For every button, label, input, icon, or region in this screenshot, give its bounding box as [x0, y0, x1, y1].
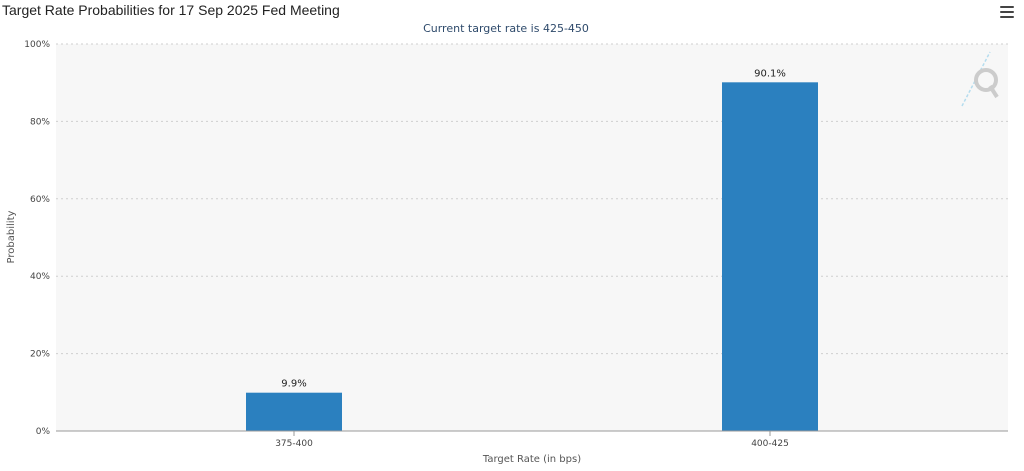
chart-title: Target Rate Probabilities for 17 Sep 202…	[2, 2, 340, 18]
x-tick-label: 375-400	[275, 439, 313, 449]
y-tick-label: 40%	[30, 272, 50, 282]
y-tick-label: 80%	[30, 117, 50, 127]
x-axis-ticks: 375-400 400-425	[275, 431, 789, 449]
y-tick-label: 0%	[36, 427, 51, 437]
bar-400-425[interactable]	[722, 82, 818, 432]
grid-lines	[56, 43, 1008, 355]
y-tick-label: 100%	[24, 40, 50, 50]
hamburger-menu-icon[interactable]	[1000, 6, 1014, 18]
y-axis-ticks: 0% 20% 40% 60% 80% 100%	[24, 40, 50, 437]
chart-subtitle: Current target rate is 425-450	[423, 22, 589, 35]
y-tick-label: 60%	[30, 195, 50, 205]
bars: 9.9% 90.1%	[246, 68, 818, 432]
x-tick-label: 400-425	[751, 439, 789, 449]
y-tick-label: 20%	[30, 350, 50, 360]
bar-data-label: 9.9%	[281, 379, 306, 390]
bar-375-400[interactable]	[246, 392, 342, 431]
x-axis-title: Target Rate (in bps)	[482, 454, 581, 465]
q-logo-icon	[961, 51, 999, 107]
y-axis-title: Probability	[6, 210, 17, 263]
bar-data-label: 90.1%	[754, 68, 786, 79]
plot-background	[56, 44, 1008, 431]
